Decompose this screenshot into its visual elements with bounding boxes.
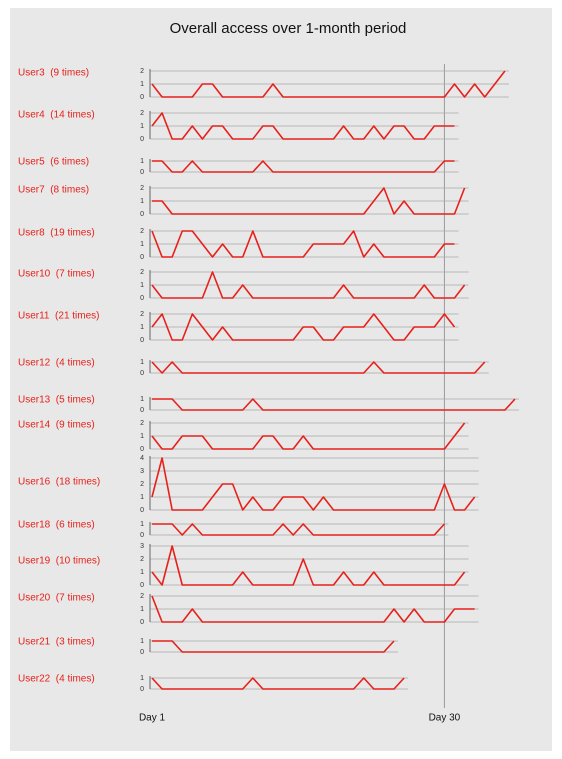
y-tick-label: 1 (140, 81, 144, 88)
y-tick-label: 1 (140, 282, 144, 289)
y-tick-label: 0 (140, 169, 144, 176)
panel-label: User10 (7 times) (18, 269, 95, 280)
y-tick-label: 2 (140, 185, 144, 192)
data-line (151, 271, 466, 299)
panel-label: User22 (4 times) (18, 674, 95, 685)
y-tick-label: 2 (140, 68, 144, 75)
panel-label: User20 (7 times) (18, 593, 95, 604)
y-tick-label: 1 (140, 241, 144, 248)
y-tick-label: 0 (140, 295, 144, 302)
y-tick-label: 1 (140, 359, 144, 366)
y-tick-label: 0 (140, 532, 144, 539)
y-tick-label: 0 (140, 582, 144, 589)
y-tick-label: 1 (140, 158, 144, 165)
data-line (151, 545, 466, 586)
chart-title: Overall access over 1-month period (170, 20, 407, 37)
y-tick-label: 1 (140, 396, 144, 403)
panel-label: User7 (8 times) (18, 185, 89, 196)
data-line (151, 677, 405, 690)
y-tick-label: 2 (140, 269, 144, 276)
y-tick-label: 1 (140, 569, 144, 576)
data-line (151, 457, 476, 511)
y-tick-label: 0 (140, 136, 144, 143)
data-line (151, 70, 506, 98)
y-tick-label: 1 (140, 606, 144, 613)
y-tick-label: 0 (140, 94, 144, 101)
data-line (152, 160, 455, 173)
y-tick-label: 4 (140, 455, 144, 462)
y-tick-label: 1 (140, 433, 144, 440)
y-tick-label: 3 (140, 543, 144, 550)
y-tick-label: 1 (140, 675, 144, 682)
x-tick-label: Day 1 (139, 713, 166, 724)
y-tick-label: 1 (140, 521, 144, 528)
data-line (151, 595, 475, 623)
y-tick-label: 0 (140, 649, 144, 656)
panel-label: User13 (5 times) (18, 395, 95, 406)
y-tick-label: 0 (140, 686, 144, 693)
panel-label: User16 (18 times) (18, 477, 100, 488)
y-tick-label: 1 (140, 324, 144, 331)
x-tick-label: Day 30 (429, 713, 461, 724)
panel-label: User19 (10 times) (18, 556, 100, 567)
data-line (152, 187, 466, 215)
y-tick-label: 1 (140, 494, 144, 501)
panel-label: User18 (6 times) (18, 520, 95, 531)
y-tick-label: 2 (140, 593, 144, 600)
data-line (151, 112, 455, 140)
panel-label: User4 (14 times) (18, 110, 95, 121)
data-line (152, 398, 516, 411)
y-tick-label: 0 (140, 407, 144, 414)
y-tick-label: 2 (140, 556, 144, 563)
y-tick-label: 2 (140, 481, 144, 488)
panel-label: User11 (21 times) (18, 311, 100, 322)
y-tick-label: 1 (140, 638, 144, 645)
y-tick-label: 2 (140, 311, 144, 318)
data-line (151, 361, 486, 374)
data-line (151, 313, 456, 341)
y-tick-label: 1 (140, 123, 144, 130)
panel-label: User14 (9 times) (18, 420, 95, 431)
panel-label: User12 (4 times) (18, 358, 95, 369)
y-tick-label: 0 (140, 370, 144, 377)
y-tick-label: 0 (140, 254, 144, 261)
y-tick-label: 2 (140, 420, 144, 427)
data-line (152, 640, 395, 653)
panel-label: User8 (19 times) (18, 228, 95, 239)
y-tick-label: 0 (140, 337, 144, 344)
y-tick-label: 0 (140, 619, 144, 626)
y-tick-label: 2 (140, 228, 144, 235)
panel-label: User5 (6 times) (18, 157, 89, 168)
y-tick-label: 0 (140, 211, 144, 218)
data-line (152, 523, 446, 536)
data-line (151, 230, 455, 258)
background (10, 8, 552, 751)
y-tick-label: 0 (140, 446, 144, 453)
y-tick-label: 2 (140, 110, 144, 117)
data-line (151, 422, 466, 450)
y-tick-label: 3 (140, 468, 144, 475)
y-tick-label: 1 (140, 198, 144, 205)
panel-label: User3 (9 times) (18, 68, 89, 79)
y-tick-label: 0 (140, 507, 144, 514)
panel-label: User21 (3 times) (18, 637, 95, 648)
